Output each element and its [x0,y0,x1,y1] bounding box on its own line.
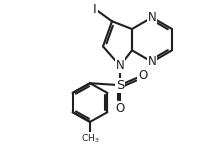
Text: N: N [148,55,156,68]
Text: N: N [148,11,156,24]
Text: O: O [115,102,125,115]
Text: O: O [138,69,148,82]
Text: I: I [93,3,97,16]
Text: N: N [116,59,124,72]
Text: CH$_3$: CH$_3$ [81,132,99,145]
Text: S: S [116,79,124,92]
